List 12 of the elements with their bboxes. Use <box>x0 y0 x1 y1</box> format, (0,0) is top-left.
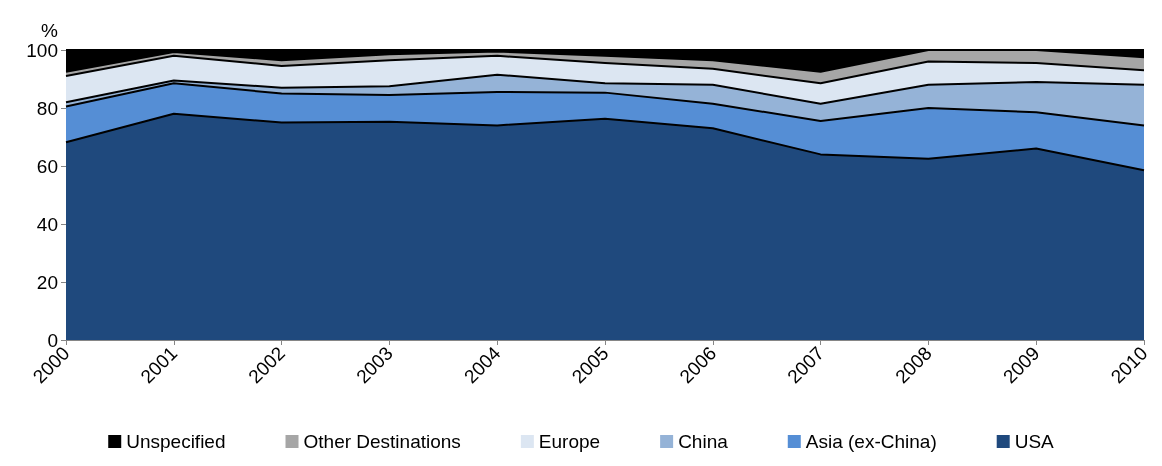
legend-label: USA <box>1014 431 1055 452</box>
legend-label: Unspecified <box>126 431 226 452</box>
legend-label: China <box>678 431 729 452</box>
y-tick-label: 40 <box>36 213 58 235</box>
y-tick-label: 60 <box>36 155 58 177</box>
y-axis-title: % <box>41 20 59 41</box>
y-tick-label: 20 <box>36 271 58 293</box>
legend-label: Asia (ex-China) <box>805 431 937 452</box>
y-tick-label: 100 <box>26 39 58 61</box>
legend-label: Other Destinations <box>303 431 461 452</box>
y-tick-label: 80 <box>36 97 58 119</box>
legend-label: Europe <box>538 431 601 452</box>
